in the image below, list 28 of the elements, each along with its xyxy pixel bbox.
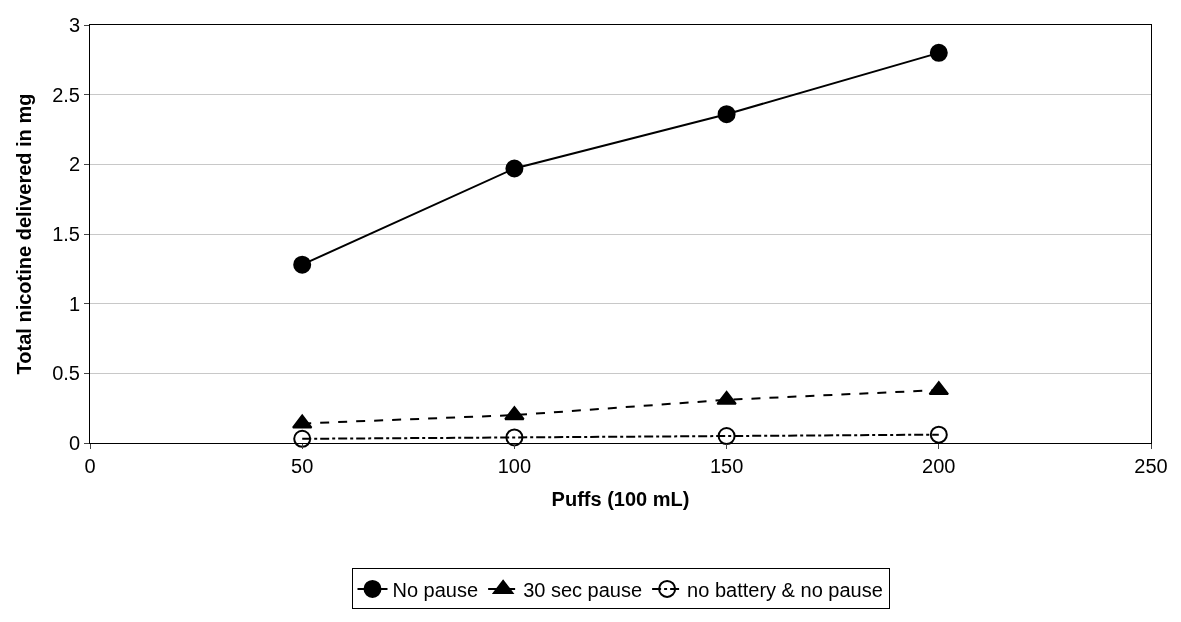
x-tick-label: 150	[709, 455, 744, 477]
x-tick-label: 200	[922, 455, 956, 477]
y-tick-label: 1.5	[52, 223, 80, 245]
y-axis-title: Total nicotine delivered in mg	[12, 93, 35, 375]
point	[293, 255, 312, 274]
point	[717, 427, 736, 446]
x-axis-title: Puffs (100 mL)	[551, 487, 690, 510]
y-tick-label: 0.5	[52, 362, 80, 385]
point	[504, 406, 525, 421]
point	[929, 425, 948, 444]
point	[717, 105, 736, 124]
y-tick-label: 2.5	[52, 83, 80, 106]
point	[293, 429, 312, 448]
point	[505, 159, 524, 178]
legend-label: 30 sec pause	[523, 578, 643, 601]
y-tick-label: 2	[68, 153, 80, 176]
y-tick-label: 3	[68, 14, 80, 36]
point	[505, 428, 524, 447]
y-tick-label: 0	[68, 432, 80, 454]
x-tick-label: 250	[1134, 455, 1168, 477]
point	[929, 43, 948, 62]
legend-label: no battery & no pause	[687, 578, 883, 601]
x-tick-label: 50	[291, 455, 314, 477]
point	[716, 390, 737, 405]
x-tick-label: 100	[497, 455, 532, 477]
legend-label: No pause	[392, 578, 479, 601]
y-tick-label: 1	[68, 292, 80, 315]
x-tick-label: 0	[84, 455, 96, 477]
